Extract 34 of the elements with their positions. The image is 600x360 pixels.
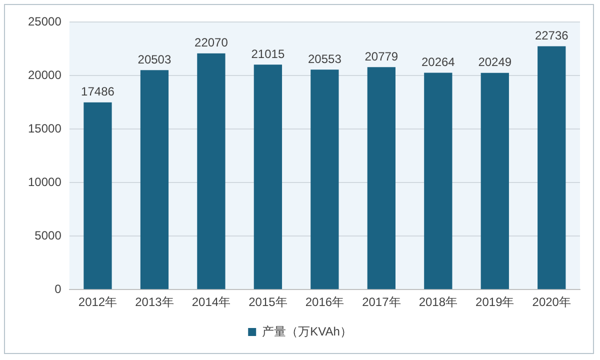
- x-tick-label: 2014年: [192, 295, 231, 310]
- x-tick-label: 2020年: [532, 295, 571, 310]
- x-tick-label: 2015年: [248, 295, 288, 310]
- x-tick-label: 2019年: [476, 295, 514, 310]
- bar: [197, 53, 226, 290]
- x-tick-label: 2017年: [362, 295, 401, 310]
- y-tick-label: 25000: [28, 14, 62, 28]
- y-tick-label: 20000: [28, 68, 62, 82]
- x-tick-label: 2012年: [78, 295, 118, 310]
- y-tick-label: 5000: [34, 228, 62, 242]
- y-tick-label: 15000: [28, 121, 62, 136]
- bar: [367, 67, 396, 290]
- data-label: 22070: [194, 36, 228, 50]
- bar: [254, 64, 282, 290]
- x-tick-label: 2018年: [418, 295, 458, 310]
- y-tick-label: 10000: [28, 174, 62, 189]
- bar: [84, 102, 112, 290]
- bar: [424, 72, 452, 290]
- legend-label: 产量（万KVAh）: [262, 324, 352, 338]
- data-label: 20779: [364, 49, 398, 64]
- data-label: 21015: [251, 46, 285, 61]
- y-tick-label: 0: [54, 282, 62, 296]
- data-label: 17486: [81, 84, 115, 99]
- data-label: 20503: [138, 52, 172, 66]
- data-label: 22736: [534, 28, 569, 43]
- data-label: 20249: [478, 55, 512, 70]
- data-label: 20553: [308, 52, 342, 66]
- bar: [480, 72, 509, 290]
- x-tick-label: 2016年: [305, 295, 344, 310]
- x-tick-label: 2013年: [135, 295, 174, 310]
- bar: [538, 46, 566, 290]
- data-label: 20264: [421, 55, 456, 70]
- bar: [310, 70, 339, 290]
- bar: [140, 70, 169, 290]
